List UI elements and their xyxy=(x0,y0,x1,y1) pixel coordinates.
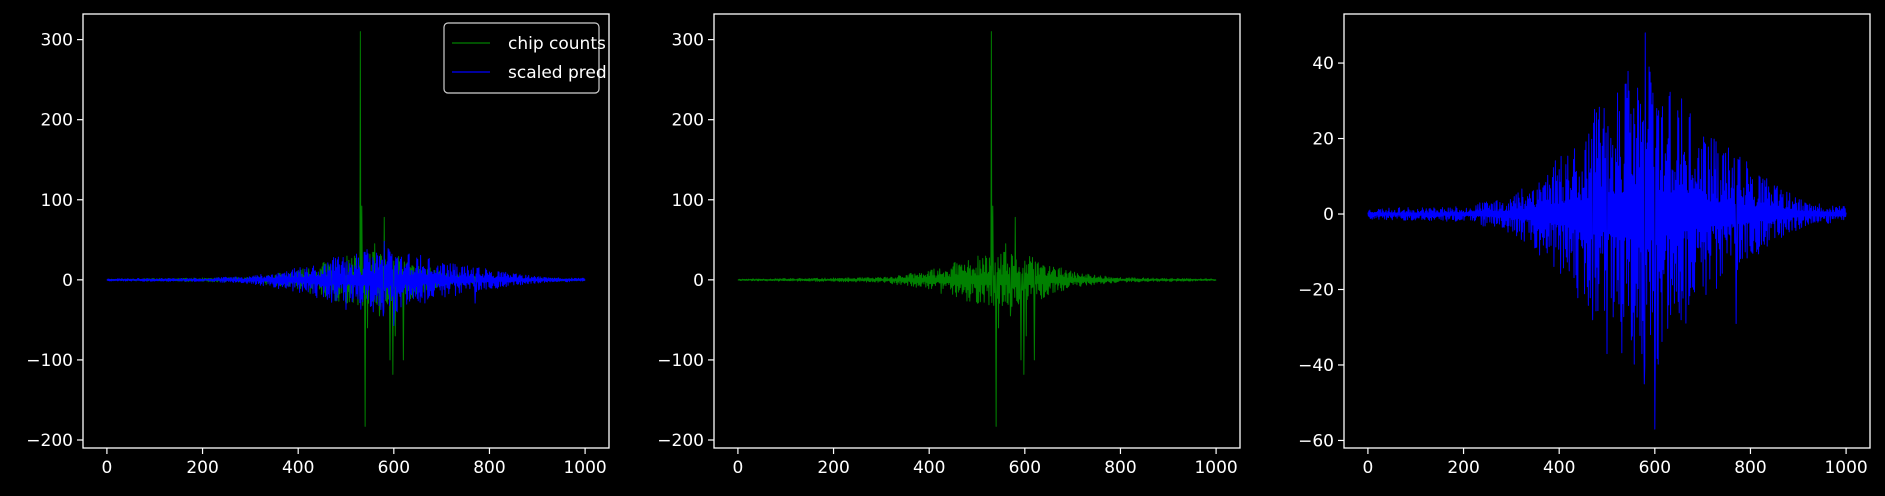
y-tick-label: 0 xyxy=(693,271,704,291)
x-tick-label: 800 xyxy=(1734,458,1766,478)
y-tick-label: 200 xyxy=(41,111,73,131)
y-tick-label: −200 xyxy=(26,431,73,451)
x-tick-label: 400 xyxy=(1543,458,1575,478)
y-tick-label: 0 xyxy=(62,271,73,291)
y-tick-label: 100 xyxy=(672,191,704,211)
chart-panel-1: 0 200 400 600 800 1000 −200 −100 0 100 200 300 chip … xyxy=(26,13,610,478)
x-tick-label: 800 xyxy=(473,458,505,478)
x-tick-label: 1000 xyxy=(563,458,606,478)
legend-box xyxy=(443,22,600,94)
chart-panel-3: 0 200 400 600 800 1000 −60 −40 −20 0 20 40 xyxy=(1298,13,1871,478)
y-tick-label: −100 xyxy=(657,351,704,371)
x-tick-label: 1000 xyxy=(1824,458,1867,478)
legend-label: chip counts xyxy=(508,34,606,54)
chart-panel-2: 0 200 400 600 800 1000 −200 −100 0 100 200 300 xyxy=(657,13,1241,478)
x-tick-label: 200 xyxy=(817,458,849,478)
x-tick-label: 200 xyxy=(186,458,218,478)
x-tick-label: 400 xyxy=(282,458,314,478)
y-tick-label: 40 xyxy=(1312,54,1334,74)
axes-frame xyxy=(82,13,610,449)
y-tick-label: −200 xyxy=(657,431,704,451)
series-line-scaled-pred xyxy=(106,240,586,326)
x-tick-label: 600 xyxy=(378,458,410,478)
x-tick-label: 600 xyxy=(1009,458,1041,478)
x-tick-label: 200 xyxy=(1447,458,1479,478)
x-tick-label: 0 xyxy=(1362,458,1373,478)
x-tick-label: 600 xyxy=(1639,458,1671,478)
legend-label: scaled pred xyxy=(508,63,607,83)
y-tick-label: 300 xyxy=(41,31,73,51)
x-tick-label: 800 xyxy=(1104,458,1136,478)
x-tick-label: 0 xyxy=(101,458,112,478)
x-tick-label: 0 xyxy=(732,458,743,478)
y-tick-label: −20 xyxy=(1298,280,1334,300)
series-line-series-1 xyxy=(737,31,1217,427)
axes-frame xyxy=(713,13,1241,449)
y-tick-label: 300 xyxy=(672,31,704,51)
y-tick-label: −60 xyxy=(1298,431,1334,451)
y-tick-label: −40 xyxy=(1298,356,1334,376)
y-tick-label: 200 xyxy=(672,111,704,131)
x-tick-label: 1000 xyxy=(1194,458,1237,478)
series-line-series-1 xyxy=(1367,32,1847,430)
y-tick-label: −100 xyxy=(26,351,73,371)
x-tick-label: 400 xyxy=(913,458,945,478)
y-tick-label: 0 xyxy=(1323,205,1334,225)
axes-frame xyxy=(1343,13,1871,449)
legend: chip counts scaled pred xyxy=(443,22,607,94)
y-tick-label: 20 xyxy=(1312,130,1334,150)
y-tick-label: 100 xyxy=(41,191,73,211)
